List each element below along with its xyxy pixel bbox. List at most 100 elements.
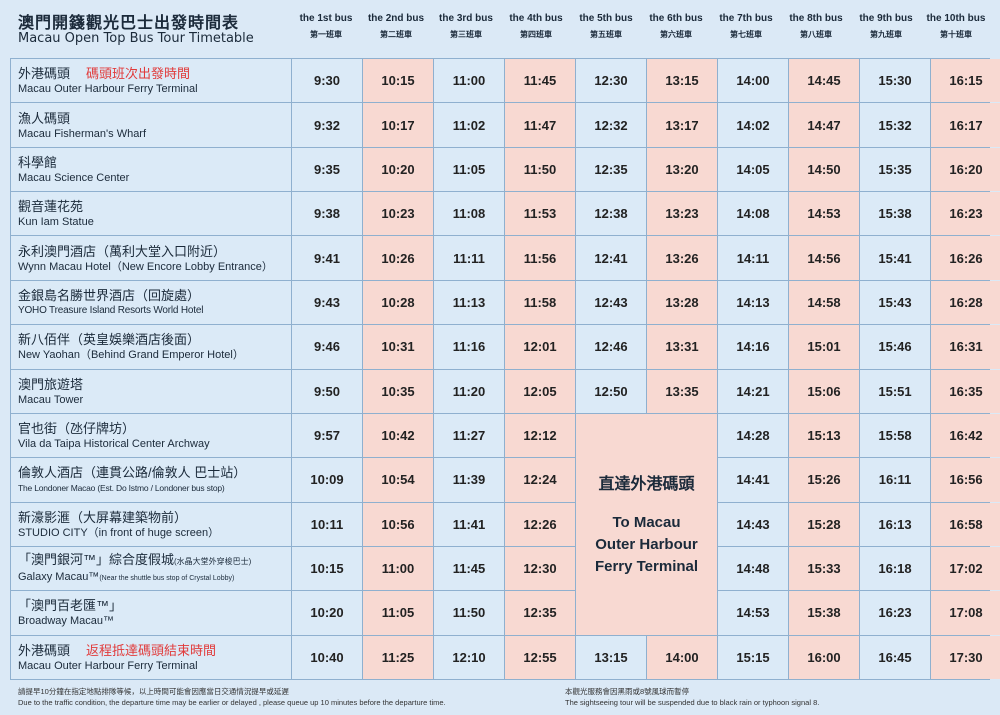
bus-header-zh: 第六班車 <box>660 30 692 39</box>
bus-header-2: the 2nd bus 第二班車 <box>361 12 431 42</box>
stop-name-zh: 澳門旅遊塔 <box>18 376 291 393</box>
stop-name-cell: 金銀島名勝世界酒店（回旋處） YOHO Treasure Island Resor… <box>11 280 291 325</box>
time-cell: 11:08 <box>434 192 504 236</box>
time-cell: 10:17 <box>363 103 433 147</box>
time-cell: 10:26 <box>363 236 433 280</box>
time-cell: 9:35 <box>292 147 362 192</box>
time-cell: 15:38 <box>789 591 859 635</box>
bus-header-3: the 3rd bus 第三班車 <box>431 12 501 42</box>
time-cell: 14:43 <box>718 502 788 546</box>
time-cell: 13:31 <box>647 325 717 369</box>
time-cell: 10:31 <box>363 325 433 369</box>
footer-right-zh: 本觀光服務會因黑雨或8號風球而暫停 <box>565 687 690 696</box>
bus-header-zh: 第三班車 <box>450 30 482 39</box>
time-cell: 9:50 <box>292 369 362 413</box>
time-cell: 14:08 <box>718 192 788 236</box>
time-cell: 11:27 <box>434 413 504 458</box>
stop-name-en: Wynn Macau Hotel（New Encore Lobby Entran… <box>18 260 291 274</box>
bus-header-zh: 第二班車 <box>380 30 412 39</box>
stop-name-en-text: New Yaohan（Behind Grand Emperor Hotel） <box>18 349 244 362</box>
stop-name-zh-text: 新濠影滙（大屏幕建築物前） <box>18 509 188 525</box>
time-cell: 10:20 <box>292 591 362 635</box>
time-cell: 10:42 <box>363 413 433 458</box>
time-cell: 17:30 <box>931 635 1000 679</box>
time-cell: 11:02 <box>434 103 504 147</box>
time-cell: 9:43 <box>292 280 362 325</box>
bus-header-en: the 8th bus <box>789 13 843 24</box>
stop-name-zh: 永利澳門酒店（萬利大堂入口附近） <box>18 243 291 260</box>
express-to-terminal-cell: 直達外港碼頭 To Macau Outer Harbour Ferry Termina… <box>576 413 717 635</box>
time-cell: 16:23 <box>931 192 1000 236</box>
time-cell: 16:15 <box>931 59 1000 103</box>
time-cell: 12:43 <box>576 280 646 325</box>
stop-name-en: YOHO Treasure Island Resorts World Hotel <box>18 304 291 318</box>
time-cell: 15:15 <box>718 635 788 679</box>
bus-header-en: the 7th bus <box>719 13 773 24</box>
time-cell: 12:30 <box>505 546 575 591</box>
stop-name-en-text: Macau Fisherman's Wharf <box>18 127 147 140</box>
time-cell: 16:17 <box>931 103 1000 147</box>
stop-name-cell: 倫敦人酒店（連貫公路/倫敦人 巴士站） The Londoner Macao (E… <box>11 458 291 502</box>
time-cell: 15:51 <box>860 369 930 413</box>
stop-name-en: STUDIO CITY（in front of huge screen） <box>18 526 291 540</box>
stop-note: 返程抵達碼頭結束時間 <box>86 642 217 658</box>
stop-name-cell: 官也街（氹仔牌坊） Vila da Taipa Historical Center… <box>11 413 291 458</box>
time-cell: 14:58 <box>789 280 859 325</box>
bus-header-4: the 4th bus 第四班車 <box>501 12 571 42</box>
time-cell: 9:30 <box>292 59 362 103</box>
time-cell: 15:58 <box>860 413 930 458</box>
stop-name-en: New Yaohan（Behind Grand Emperor Hotel） <box>18 348 291 362</box>
time-cell: 16:58 <box>931 502 1000 546</box>
stop-name-zh-text: 澳門旅遊塔 <box>18 376 84 392</box>
time-cell: 16:28 <box>931 280 1000 325</box>
time-cell: 10:35 <box>363 369 433 413</box>
stop-name-zh: 漁人碼頭 <box>18 110 291 127</box>
stop-name-zh-text: 新八佰伴（英皇娛樂酒店後面） <box>18 332 201 348</box>
stop-name-en: Macau Fisherman's Wharf <box>18 127 291 141</box>
time-cell: 11:47 <box>505 103 575 147</box>
time-cell: 9:41 <box>292 236 362 280</box>
time-cell: 15:01 <box>789 325 859 369</box>
stop-name-cell: 永利澳門酒店（萬利大堂入口附近） Wynn Macau Hotel（New Enc… <box>11 236 291 280</box>
bus-header-en: the 3rd bus <box>439 13 493 24</box>
time-cell: 16:23 <box>860 591 930 635</box>
time-cell: 16:13 <box>860 502 930 546</box>
time-cell: 11:53 <box>505 192 575 236</box>
time-cell: 11:16 <box>434 325 504 369</box>
footer-right-en: The sightseeing tour will be suspended d… <box>565 698 820 707</box>
stop-name-zh: 科學館 <box>18 154 291 171</box>
time-cell: 12:41 <box>576 236 646 280</box>
footer-right: 本觀光服務會因黑雨或8號風球而暫停 The sightseeing tour w… <box>565 686 819 708</box>
time-cell: 14:50 <box>789 147 859 192</box>
bus-header-zh: 第七班車 <box>730 30 762 39</box>
time-cell: 14:13 <box>718 280 788 325</box>
stop-note: 碼頭班次出發時間 <box>86 66 191 82</box>
bus-header-5: the 5th bus 第五班車 <box>571 12 641 42</box>
stop-name-en: Macau Outer Harbour Ferry Terminal <box>18 659 291 673</box>
time-cell: 14:16 <box>718 325 788 369</box>
time-cell: 13:17 <box>647 103 717 147</box>
time-cell: 11:58 <box>505 280 575 325</box>
stop-name-en-text: Vila da Taipa Historical Center Archway <box>18 438 210 451</box>
bus-header-en: the 6th bus <box>649 13 703 24</box>
time-cell: 14:56 <box>789 236 859 280</box>
bus-header-en: the 9th bus <box>859 13 913 24</box>
time-cell: 16:20 <box>931 147 1000 192</box>
stop-name-zh-text: 科學館 <box>18 154 58 170</box>
time-cell: 13:23 <box>647 192 717 236</box>
stop-name-cell: 新八佰伴（英皇娛樂酒店後面） New Yaohan（Behind Grand Em… <box>11 325 291 369</box>
time-cell: 11:50 <box>505 147 575 192</box>
time-cell: 12:12 <box>505 413 575 458</box>
stop-name-en: Macau Science Center <box>18 171 291 185</box>
time-cell: 14:28 <box>718 413 788 458</box>
stop-name-cell: 外港碼頭 返程抵達碼頭結束時間 Macau Outer Harbour Ferry … <box>11 635 291 679</box>
stop-name-zh: 新八佰伴（英皇娛樂酒店後面） <box>18 331 291 348</box>
stop-name-zh-text: 外港碼頭 <box>18 642 71 658</box>
stop-name-zh: 「澳門銀河™」綜合度假城(水晶大堂外穿梭巴士) <box>18 551 291 570</box>
bus-header-7: the 7th bus 第七班車 <box>711 12 781 42</box>
time-cell: 14:05 <box>718 147 788 192</box>
time-cell: 14:45 <box>789 59 859 103</box>
time-cell: 14:41 <box>718 458 788 502</box>
stop-name-zh-text: 外港碼頭 <box>18 66 71 82</box>
time-cell: 15:38 <box>860 192 930 236</box>
